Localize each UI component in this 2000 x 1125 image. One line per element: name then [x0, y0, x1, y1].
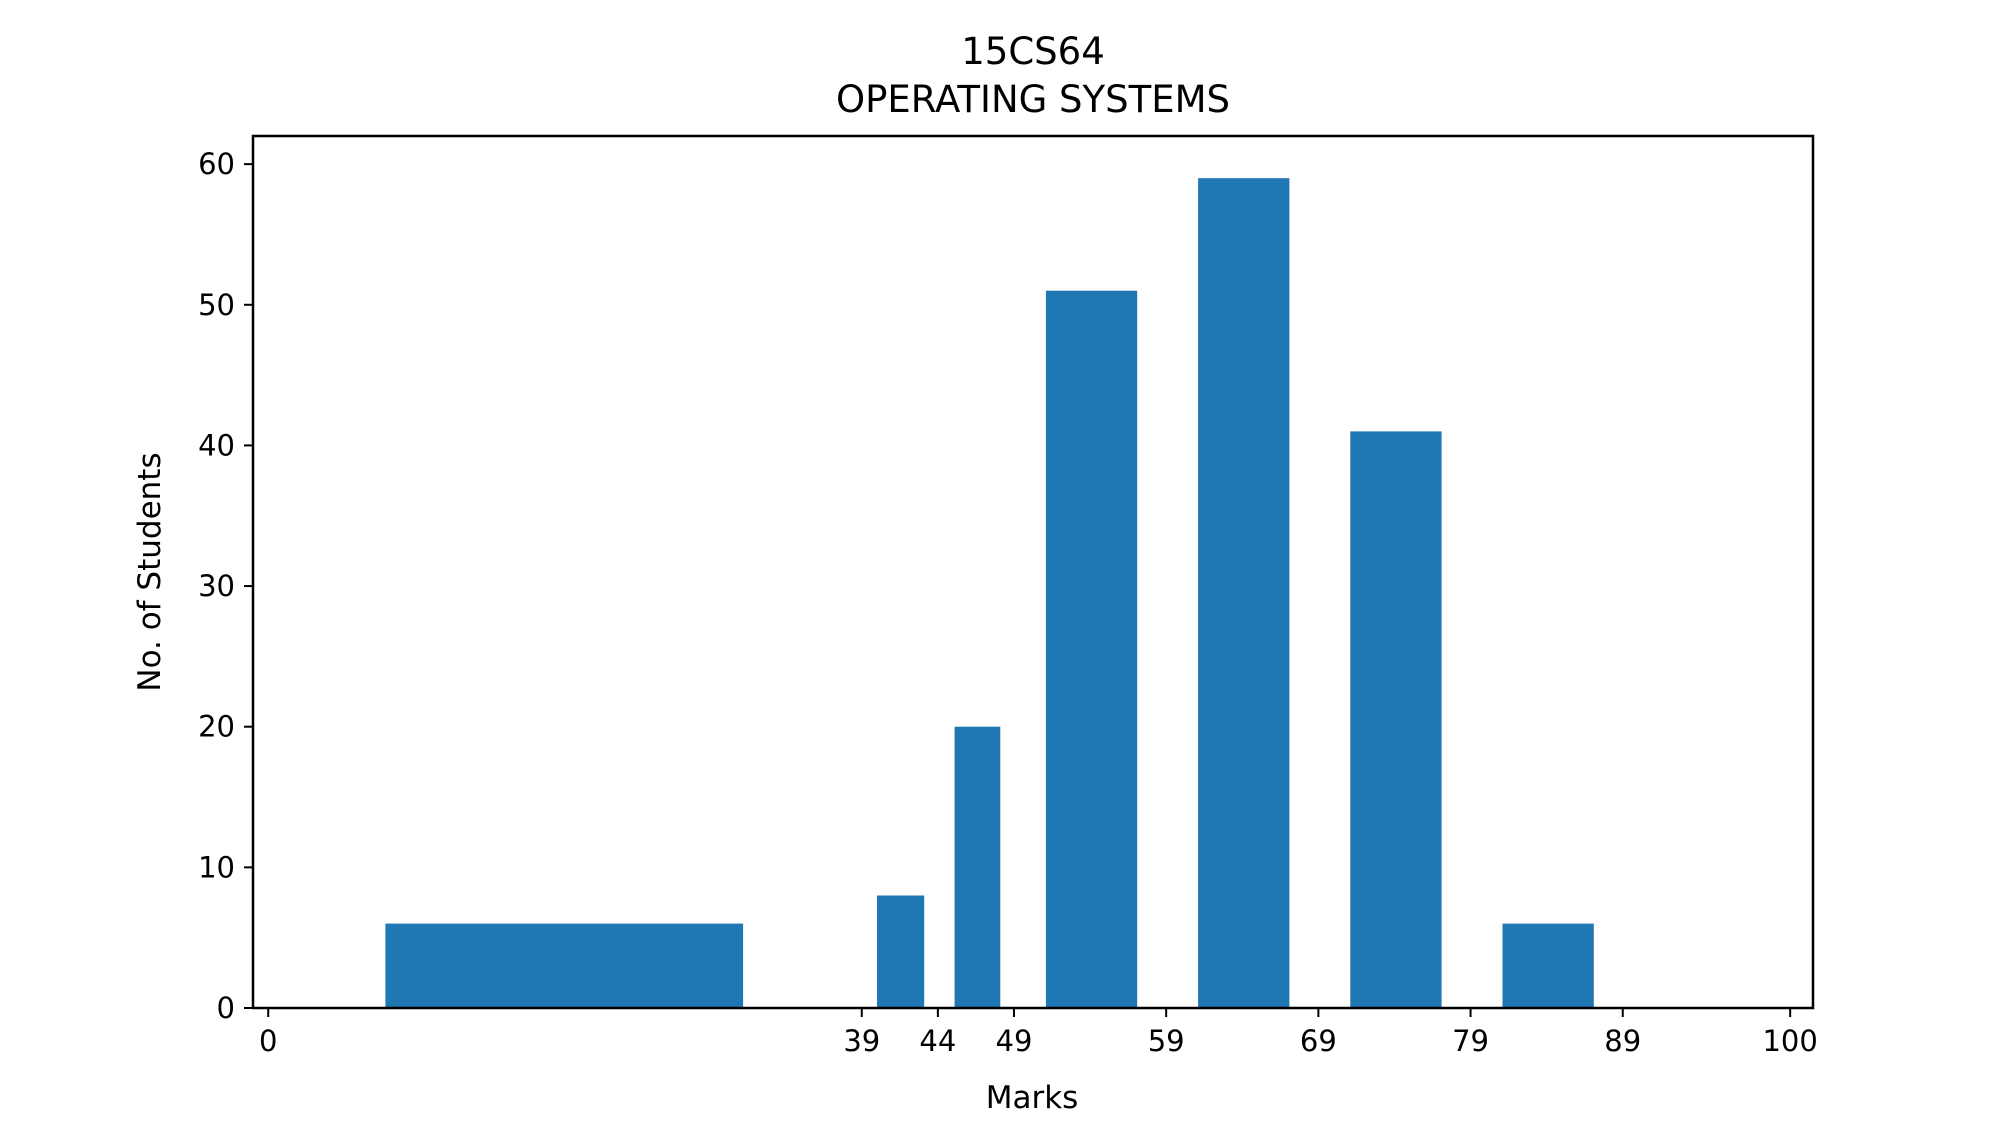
y-tick-label: 30 — [198, 569, 235, 603]
x-tick-label: 79 — [1452, 1024, 1489, 1058]
chart-subtitle: OPERATING SYSTEMS — [836, 78, 1230, 121]
x-tick-label: 69 — [1300, 1024, 1337, 1058]
y-tick-label: 0 — [217, 991, 235, 1025]
y-tick-label: 50 — [198, 288, 235, 322]
bars-layer — [385, 178, 1594, 1008]
x-axis-ticks: 0 39 44 49 59 69 79 89 100 — [259, 1008, 1818, 1058]
bar-5 — [1198, 178, 1290, 1008]
x-tick-label: 100 — [1762, 1024, 1817, 1058]
bar-1 — [385, 923, 744, 1008]
y-axis-label: No. of Students — [132, 452, 168, 691]
x-tick-label: 89 — [1604, 1024, 1641, 1058]
x-tick-label: 59 — [1148, 1024, 1185, 1058]
x-tick-label: 44 — [919, 1024, 956, 1058]
bar-3 — [954, 726, 1001, 1008]
bar-4 — [1045, 290, 1138, 1008]
y-tick-label: 20 — [198, 710, 235, 744]
x-tick-label: 49 — [996, 1024, 1033, 1058]
y-tick-label: 40 — [198, 428, 235, 462]
x-tick-label: 39 — [843, 1024, 880, 1058]
y-tick-label: 10 — [198, 850, 235, 884]
bar-2 — [877, 895, 925, 1008]
plot-area-frame — [251, 134, 1815, 1010]
x-tick-label: 0 — [259, 1024, 277, 1058]
x-axis-label: Marks — [986, 1080, 1079, 1116]
chart-title: 15CS64 — [961, 30, 1104, 73]
bar-7 — [1502, 923, 1594, 1008]
bar-6 — [1350, 431, 1442, 1008]
y-tick-label: 60 — [198, 147, 235, 181]
y-axis-ticks: 0 10 20 30 40 50 60 — [198, 147, 253, 1025]
